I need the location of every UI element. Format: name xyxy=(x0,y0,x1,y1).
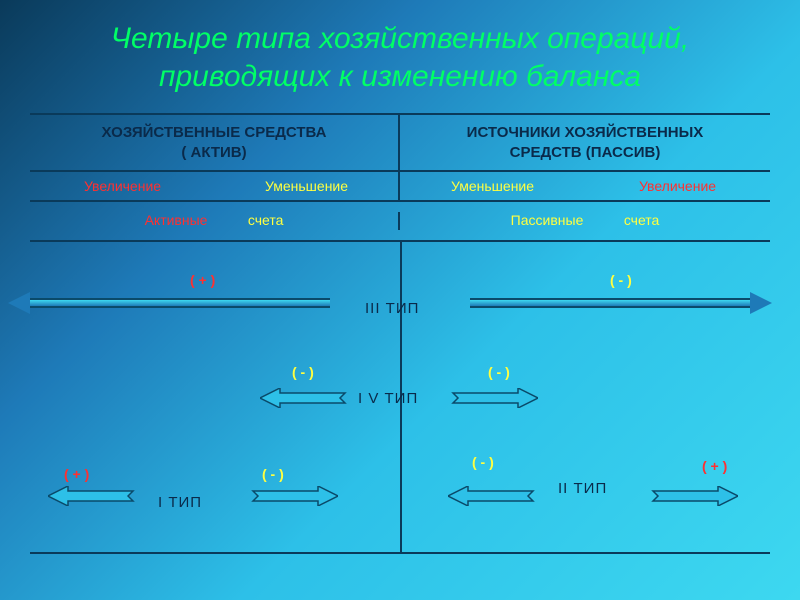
arrow-t4-left xyxy=(260,388,350,408)
arrow-t1-left xyxy=(48,486,138,506)
accounts-passive-w2: счета xyxy=(606,212,678,228)
arrow-t4-right xyxy=(448,388,538,408)
arrow-t3-right xyxy=(470,292,750,314)
accounts-active: Активные счета xyxy=(30,212,400,230)
type4-label: I V ТИП xyxy=(358,390,418,407)
title-line-1: Четыре типа хозяйственных операций, xyxy=(30,20,770,58)
accounts-active-w2: счета xyxy=(230,212,302,228)
arrow-t2-right xyxy=(648,486,738,506)
sign-t1-minus: ( - ) xyxy=(262,466,284,482)
arrow-t1-right xyxy=(248,486,338,506)
slide: Четыре типа хозяйственных операций, прив… xyxy=(0,0,800,600)
accounts-passive-w1: Пассивные xyxy=(493,212,602,228)
sign-t2-plus: ( + ) xyxy=(702,458,727,474)
header-liabilities: ИСТОЧНИКИ ХОЗЯЙСТВЕННЫХ СРЕДСТВ (ПАССИВ) xyxy=(400,115,770,172)
type3-label: III ТИП xyxy=(365,300,419,317)
table-header-row: ХОЗЯЙСТВЕННЫЕ СРЕДСТВА ( АКТИВ) ИСТОЧНИК… xyxy=(30,115,770,172)
header-assets: ХОЗЯЙСТВЕННЫЕ СРЕДСТВА ( АКТИВ) xyxy=(30,115,400,172)
sign-t1-plus: ( + ) xyxy=(64,466,89,482)
sign-t3-plus: ( + ) xyxy=(190,272,215,288)
type2-label: II ТИП xyxy=(558,480,607,497)
balance-table: ХОЗЯЙСТВЕННЫЕ СРЕДСТВА ( АКТИВ) ИСТОЧНИК… xyxy=(30,113,770,554)
slide-title: Четыре типа хозяйственных операций, прив… xyxy=(30,20,770,95)
sign-t4-right: ( - ) xyxy=(488,364,510,380)
accounts-passive: Пассивные счета xyxy=(400,212,770,230)
sub-decrease-1: Уменьшение xyxy=(215,172,400,202)
accounts-row: Активные счета Пассивные счета xyxy=(30,202,770,242)
title-line-2: приводящих к изменению баланса xyxy=(30,58,770,96)
accounts-active-w1: Активные xyxy=(127,212,226,228)
table-subheader-row: Увеличение Уменьшение Уменьшение Увеличе… xyxy=(30,172,770,202)
arrow-t2-left xyxy=(448,486,538,506)
sign-t4-left: ( - ) xyxy=(292,364,314,380)
arrow-t3-left xyxy=(30,292,330,314)
sign-t3-minus: ( - ) xyxy=(610,272,632,288)
sub-decrease-2: Уменьшение xyxy=(400,172,585,202)
type1-label: I ТИП xyxy=(158,494,202,511)
sub-increase-1: Увеличение xyxy=(30,172,215,202)
diagram-area: ( + ) ( - ) III ТИП ( - ) ( - ) I V ТИП … xyxy=(30,242,770,552)
sub-increase-2: Увеличение xyxy=(585,172,770,202)
sign-t2-minus: ( - ) xyxy=(472,454,494,470)
